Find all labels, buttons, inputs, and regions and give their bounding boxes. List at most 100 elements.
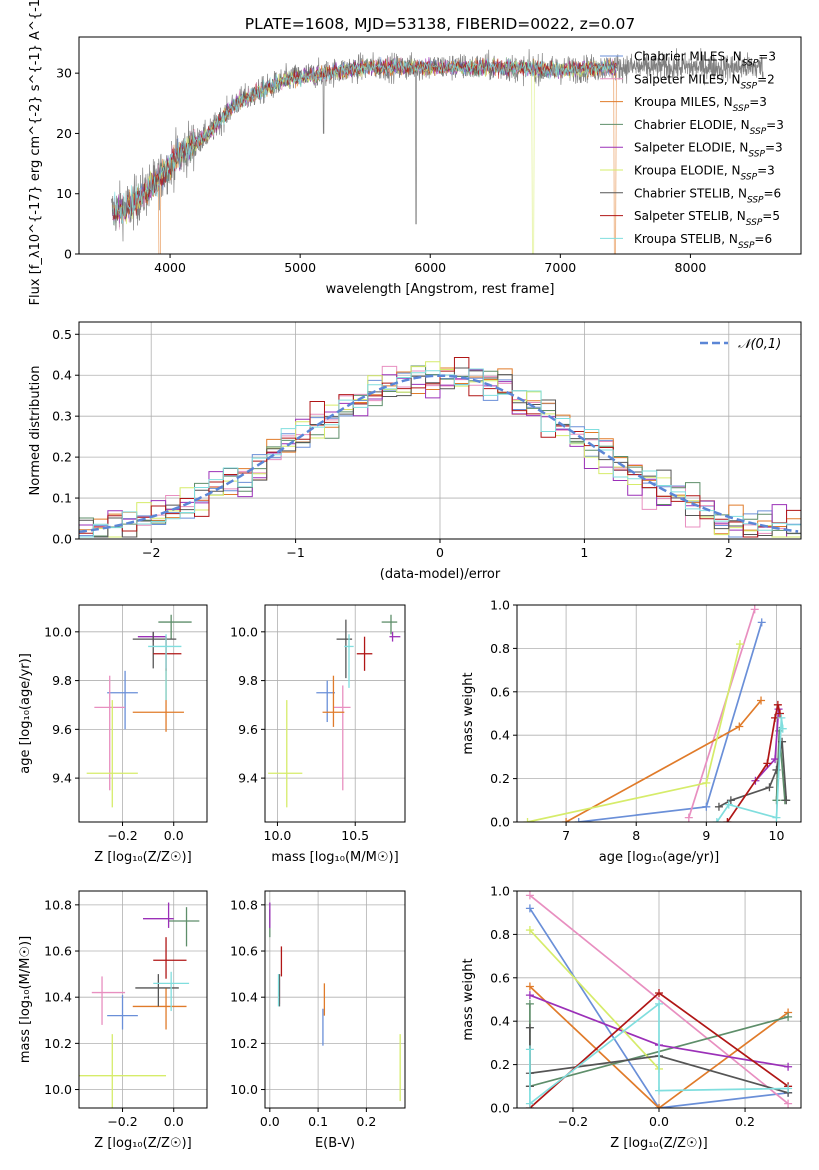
weight-point-marker — [525, 1023, 534, 1032]
z-weight-panel: −0.2 0.0 0.2 0.0 0.2 0.4 0.6 0.8 1.0 Z [log₁₀(Z/Z… — [461, 884, 802, 1151]
figure-title: PLATE=1608, MJD=53138, FIBERID=0022, z=0… — [245, 15, 635, 33]
weight-point-marker — [655, 988, 663, 997]
residuals-y-axis-label: Normed distribution — [28, 366, 43, 496]
y-tick-label: 10.2 — [230, 1036, 258, 1051]
y-tick-label: 9.8 — [238, 673, 258, 688]
x-tick-label: 4000 — [154, 260, 186, 275]
y-tick-label: 0.2 — [490, 771, 510, 786]
legend-entry-label: Kroupa ELODIE, NSSP=3 — [634, 164, 775, 183]
weight-series-line — [527, 643, 741, 822]
x-tick-label: −1 — [286, 545, 304, 560]
y-tick-label: 10.0 — [230, 624, 258, 639]
weight-point-marker — [525, 926, 534, 935]
weight-point-marker — [784, 1012, 793, 1021]
model-spectrum-line — [112, 57, 617, 254]
errorbar-point — [268, 700, 303, 808]
x-tick-label: 7000 — [544, 260, 576, 275]
y-tick-label: 0.4 — [490, 1014, 510, 1029]
weight-point-marker — [765, 783, 774, 792]
x-tick-label: −0.2 — [107, 828, 137, 843]
z-age-y-axis-label: age [log₁₀(age/yr)] — [18, 653, 33, 774]
ebv-mass-frame — [264, 890, 406, 1109]
weight-point-marker — [702, 778, 711, 787]
spectrum-panel: 4000 5000 6000 7000 8000 0 10 20 30 wavelength [A… — [28, 0, 802, 305]
weight-point-marker — [523, 818, 532, 822]
weight-point-marker — [726, 796, 735, 805]
x-tick-label: 6000 — [414, 260, 446, 275]
errorbar-point — [381, 614, 398, 635]
errorbar-point — [148, 634, 182, 701]
y-tick-label: 30 — [56, 66, 72, 81]
weight-point-marker — [525, 904, 534, 913]
errorbar-point — [132, 631, 177, 669]
weight-point-marker — [773, 700, 782, 709]
y-tick-label: 10.0 — [230, 1082, 258, 1097]
residuals-panel: −2 −1 0 1 2 0.0 0.1 0.2 0.3 0.4 0.5 (data-model)/er… — [28, 321, 802, 582]
x-tick-label: 1 — [580, 545, 588, 560]
y-tick-label: 1.0 — [490, 598, 510, 613]
residual-histogram-step — [79, 367, 801, 538]
z-age-panel: −0.2 0.0 9.4 9.6 9.8 10.0 Z [log₁₀(Z/Z☉)] age [… — [18, 604, 208, 865]
y-tick-label: 9.6 — [238, 722, 258, 737]
weight-point-marker — [655, 1086, 663, 1095]
residuals-plot-area — [79, 357, 801, 538]
y-tick-label: 20 — [56, 126, 72, 141]
weight-series-line — [687, 609, 756, 818]
y-tick-label: 0.0 — [490, 1101, 510, 1116]
errorbar-point — [132, 668, 184, 732]
age-weight-x-axis-label: age [log₁₀(age/yr)] — [599, 850, 720, 865]
model-spectrum-line — [112, 58, 617, 224]
y-tick-label: 0.4 — [490, 728, 510, 743]
errorbar-point — [107, 994, 138, 1030]
weight-point-marker — [574, 818, 583, 822]
residual-histogram-step — [79, 357, 801, 538]
weight-series-line — [529, 929, 660, 1070]
z-age-x-axis-label: Z [log₁₀(Z/Z☉)] — [94, 850, 191, 865]
y-tick-label: 10.0 — [44, 624, 72, 639]
weight-point-marker — [712, 818, 721, 822]
weight-point-marker — [525, 1099, 534, 1108]
weight-point-marker — [763, 759, 772, 768]
weight-point-marker — [757, 618, 766, 627]
errorbar-point — [135, 974, 179, 1007]
y-tick-label: 9.6 — [52, 722, 72, 737]
y-tick-label: 9.4 — [52, 771, 72, 786]
weight-point-marker — [723, 818, 732, 822]
weight-point-marker — [525, 991, 534, 1000]
y-tick-label: 0.5 — [52, 327, 72, 342]
x-tick-label: 9 — [702, 828, 710, 843]
z-age-plot-area — [86, 614, 192, 808]
x-tick-label: 10 — [769, 828, 785, 843]
mass-age-plot-area — [268, 614, 401, 808]
weight-point-marker — [724, 800, 733, 809]
errorbar-point — [94, 675, 126, 791]
weight-series-line — [565, 699, 762, 822]
x-tick-label: 8000 — [675, 260, 707, 275]
x-tick-label: 2 — [725, 545, 733, 560]
age-weight-frame — [516, 604, 802, 823]
y-tick-label: 0.0 — [52, 532, 72, 547]
errorbar-point — [79, 1034, 167, 1108]
z-mass-frame — [78, 890, 208, 1109]
y-tick-label: 0.8 — [490, 641, 510, 656]
z-mass-x-axis-label: Z [log₁₀(Z/Z☉)] — [94, 1136, 191, 1151]
x-tick-label: −0.2 — [558, 1114, 588, 1129]
legend-entry-label: Salpeter STELIB, NSSP=5 — [634, 209, 780, 228]
weight-point-marker — [562, 818, 571, 822]
weight-point-marker — [784, 1099, 793, 1108]
y-tick-label: 0.1 — [52, 491, 72, 506]
x-tick-label: 8 — [632, 828, 640, 843]
legend-entry-label: Kroupa MILES, NSSP=3 — [634, 95, 767, 114]
errorbar-point — [344, 634, 354, 688]
errorbar-point — [389, 631, 401, 642]
age-weight-y-axis-label: mass weight — [461, 672, 476, 754]
z-weight-plot-area — [525, 891, 793, 1108]
y-tick-label: 0 — [64, 247, 72, 262]
weight-series-line — [529, 985, 789, 1108]
weight-point-marker — [684, 813, 693, 822]
z-mass-panel: −0.2 0.0 10.0 10.2 10.4 10.6 10.8 Z [log₁₀(Z/Z☉… — [18, 890, 208, 1151]
y-tick-label: 0.2 — [490, 1057, 510, 1072]
weight-series-line — [578, 622, 763, 822]
x-tick-label: 0.2 — [735, 1114, 755, 1129]
